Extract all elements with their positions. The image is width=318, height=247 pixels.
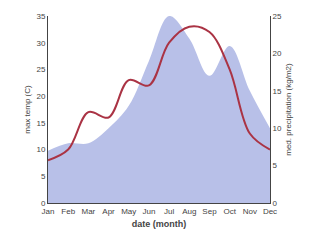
svg-text:Aug: Aug bbox=[182, 207, 196, 216]
svg-text:date (month): date (month) bbox=[132, 219, 187, 229]
svg-text:5: 5 bbox=[41, 172, 46, 181]
svg-text:Oct: Oct bbox=[223, 207, 236, 216]
svg-text:Sep: Sep bbox=[202, 207, 217, 216]
svg-text:30: 30 bbox=[36, 39, 45, 48]
svg-text:20: 20 bbox=[36, 92, 45, 101]
svg-text:Apr: Apr bbox=[102, 207, 115, 216]
svg-text:Nov: Nov bbox=[243, 207, 257, 216]
svg-text:15: 15 bbox=[273, 87, 282, 96]
svg-text:May: May bbox=[121, 207, 136, 216]
svg-text:10: 10 bbox=[36, 145, 45, 154]
svg-text:10: 10 bbox=[273, 124, 282, 133]
svg-text:0: 0 bbox=[273, 199, 278, 208]
svg-text:Jun: Jun bbox=[142, 207, 155, 216]
svg-text:25: 25 bbox=[273, 12, 282, 21]
svg-text:Dec: Dec bbox=[263, 207, 277, 216]
svg-text:35: 35 bbox=[36, 12, 45, 21]
svg-text:25: 25 bbox=[36, 65, 45, 74]
svg-text:0: 0 bbox=[41, 199, 46, 208]
svg-text:Jan: Jan bbox=[42, 207, 55, 216]
svg-text:max temp (C): max temp (C) bbox=[23, 85, 32, 134]
svg-text:Jul: Jul bbox=[164, 207, 174, 216]
svg-text:med. precipitation (kg/m2): med. precipitation (kg/m2) bbox=[284, 63, 293, 156]
svg-text:Feb: Feb bbox=[61, 207, 75, 216]
svg-text:15: 15 bbox=[36, 119, 45, 128]
svg-text:20: 20 bbox=[273, 49, 282, 58]
svg-text:Mar: Mar bbox=[81, 207, 95, 216]
svg-text:5: 5 bbox=[273, 161, 278, 170]
